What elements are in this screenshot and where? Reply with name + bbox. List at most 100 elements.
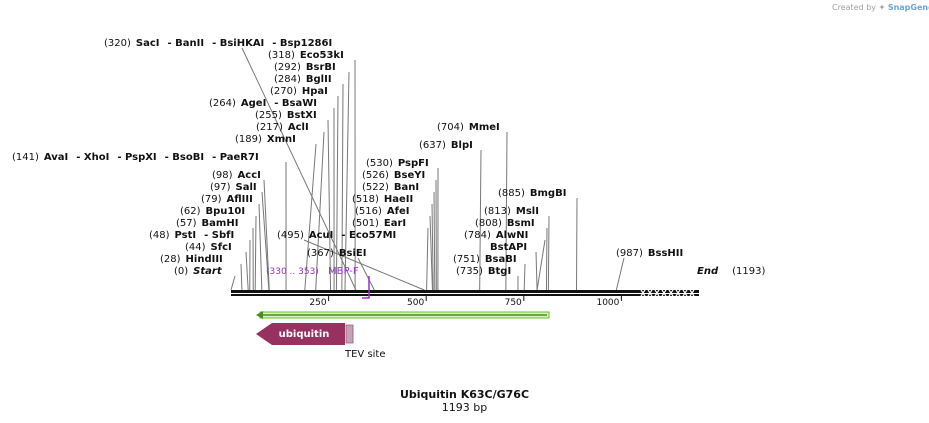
enzyme-name: BssHII (648, 248, 683, 259)
enzyme-label-msli[interactable]: (813) MslI (484, 206, 539, 217)
enzyme-label-haeii[interactable]: (518) HaeII (352, 194, 413, 205)
enzyme-label-afliii[interactable]: (79) AflIII (201, 194, 253, 205)
orf-arrow[interactable] (256, 311, 550, 319)
enzyme-label-saci[interactable]: (320) SacI - BanII - BsiHKAI - Bsp1286I (104, 38, 332, 49)
backbone-top-strand (231, 290, 699, 293)
enzyme-label-avai[interactable]: (141) AvaI - XhoI - PspXI - BsoBI - PaeR7I (12, 152, 259, 163)
cut-site-leaders (230, 47, 625, 291)
enzyme-label-blpi[interactable]: (637) BlpI (419, 140, 473, 151)
enzyme-label-bsrbi[interactable]: (292) BsrBI (274, 62, 336, 73)
enzyme-name: - BsoBI (165, 152, 204, 163)
snapgene-credit: Created by ✦ SnapGene (832, 3, 929, 12)
cut-position: (217) (256, 122, 283, 133)
enzyme-name: AlwNI (496, 230, 529, 241)
hatch-mark (647, 289, 653, 297)
dna-backbone (231, 289, 699, 297)
enzyme-label-acui[interactable]: (495) AcuI - Eco57MI (277, 230, 396, 241)
ruler-ticks: 250 500 750 1000 (309, 296, 622, 308)
enzyme-label-hindiii[interactable]: (28) HindIII (160, 254, 223, 265)
cut-leader-line (433, 191, 436, 291)
enzyme-label-bsmi[interactable]: (808) BsmI (475, 218, 535, 229)
enzyme-label-bani[interactable]: (522) BanI (362, 182, 419, 193)
cut-position: (987) (616, 248, 643, 259)
cut-leader-line (535, 251, 538, 291)
enzyme-label-eari[interactable]: (501) EarI (352, 218, 406, 229)
enzyme-name: MslI (516, 206, 539, 217)
enzyme-label-psti[interactable]: (48) PstI - SbfI (149, 230, 234, 241)
ruler-tick-label: 1000 (596, 298, 619, 308)
backbone-bottom-strand (231, 294, 699, 296)
tev-label: TEV site (344, 349, 386, 360)
enzyme-label-xmni[interactable]: (189) XmnI (235, 134, 296, 145)
enzyme-label-bglii[interactable]: (284) BglII (274, 74, 332, 85)
feature-ubiquitin[interactable]: ubiquitin (256, 323, 345, 345)
enzyme-label-agei[interactable]: (264) AgeI - BsaWI (209, 98, 317, 109)
enzyme-label-pspfi[interactable]: (530) PspFI (366, 158, 429, 169)
enzyme-name: AccI (238, 170, 261, 181)
hatch-mark (689, 289, 695, 297)
enzyme-name: - PaeR7I (212, 152, 259, 163)
enzyme-label-bmgbi[interactable]: (885) BmgBI (498, 188, 566, 199)
enzyme-label-bsiei[interactable]: (367) BsiEI (307, 248, 366, 259)
enzyme-label-bstapi[interactable]: BstAPI (490, 242, 527, 253)
enzyme-name: Start (193, 266, 223, 277)
cut-leader-line (431, 203, 434, 291)
cut-leader-line (429, 215, 433, 291)
cut-leader-line (263, 179, 270, 291)
enzyme-label-acli[interactable]: (217) AclI (256, 122, 309, 133)
enzyme-label-sali[interactable]: (97) SalI (210, 182, 257, 193)
enzyme-name: EarI (384, 218, 406, 229)
enzyme-name: XmnI (267, 134, 296, 145)
enzyme-label-acci[interactable]: (98) AccI (212, 170, 261, 181)
enzyme-label-afei[interactable]: (516) AfeI (355, 206, 409, 217)
enzyme-label-bpu10i[interactable]: (62) Bpu10I (180, 206, 245, 217)
cut-leader-line (344, 71, 350, 291)
cut-position: (1193) (732, 266, 765, 277)
enzyme-label-eco53ki[interactable]: (318) Eco53kI (268, 50, 344, 61)
enzyme-name: BglII (306, 74, 332, 85)
enzyme-name: BsmI (507, 218, 535, 229)
enzyme-name: AclI (288, 122, 309, 133)
cut-position: (704) (437, 122, 464, 133)
cut-leader-line (547, 215, 550, 291)
cut-position: (751) (453, 254, 480, 265)
cut-leader-line (258, 203, 263, 291)
enzyme-label-end[interactable]: End (1193) (697, 266, 765, 277)
snapgene-logo-icon: ✦ (878, 3, 886, 12)
enzyme-name: BseYI (394, 170, 425, 181)
feature-tev-site[interactable]: TEV site (344, 324, 386, 360)
enzyme-label-bamhi[interactable]: (57) BamHI (176, 218, 238, 229)
cut-leader-line (536, 239, 546, 291)
enzyme-label-alwni[interactable]: (784) AlwNI (464, 230, 528, 241)
credit-prefix: Created by (832, 3, 877, 12)
enzyme-name: AflIII (227, 194, 253, 205)
tev-arrow (345, 324, 354, 344)
enzyme-label-bsabi[interactable]: (751) BsaBI (453, 254, 517, 265)
enzyme-name: BsrBI (306, 62, 336, 73)
cut-leader-line (303, 239, 425, 291)
enzyme-label-btgi[interactable]: (735) BtgI (456, 266, 511, 277)
enzyme-label-mmei[interactable]: (704) MmeI (437, 122, 500, 133)
enzyme-label-bseyi[interactable]: (526) BseYI (362, 170, 425, 181)
enzyme-label-bsshii[interactable]: (987) BssHII (616, 248, 683, 259)
enzyme-label-start[interactable]: (0) Start (174, 266, 223, 277)
cut-leader-line (254, 215, 257, 291)
primer-mbp-f[interactable]: (330 .. 353) MBP-F (266, 266, 370, 299)
backbone-hatch (640, 289, 695, 297)
hatch-mark (640, 289, 646, 297)
enzyme-label-bstxi[interactable]: (255) BstXI (255, 110, 317, 121)
ubiquitin-label: ubiquitin (279, 329, 330, 340)
cut-position: (79) (201, 194, 222, 205)
cut-position: (57) (176, 218, 197, 229)
cut-position: (284) (274, 74, 301, 85)
primer-name: MBP-F (328, 266, 359, 277)
ubiquitin-arrow (256, 323, 345, 345)
cut-position: (808) (475, 218, 502, 229)
cut-position: (518) (352, 194, 379, 205)
ruler-tick-label: 500 (407, 298, 424, 308)
enzyme-label-sfci[interactable]: (44) SfcI (185, 242, 232, 253)
enzyme-label-hpai[interactable]: (270) HpaI (270, 86, 328, 97)
hatch-mark (682, 289, 688, 297)
cut-leader-line (315, 131, 325, 291)
enzyme-name: BtgI (488, 266, 511, 277)
